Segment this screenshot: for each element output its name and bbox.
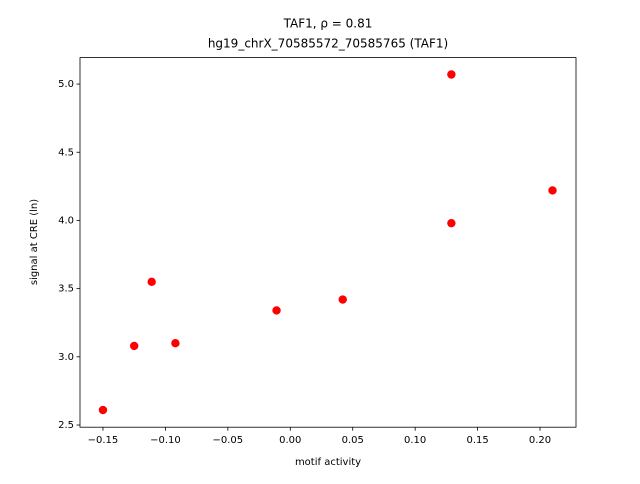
x-tick-label: 0.15 bbox=[466, 435, 488, 446]
y-tick-label: 2.5 bbox=[58, 420, 74, 431]
point bbox=[447, 70, 456, 79]
y-tick-label: 4.0 bbox=[58, 215, 74, 226]
y-axis-label: signal at CRE (ln) bbox=[29, 199, 40, 285]
chart-subtitle: hg19_chrX_70585572_70585765 (TAF1) bbox=[208, 37, 448, 51]
x-tick-label: 0.10 bbox=[404, 435, 426, 446]
y-tick-label: 5.0 bbox=[58, 79, 74, 90]
point bbox=[447, 218, 456, 228]
point bbox=[338, 295, 347, 304]
x-tick-label: 0.20 bbox=[529, 435, 551, 446]
point bbox=[98, 405, 108, 415]
x-tick-label: 0.05 bbox=[342, 435, 364, 446]
chart-title: TAF1, ρ = 0.81 bbox=[283, 17, 373, 31]
y-tick-label: 4.5 bbox=[58, 147, 74, 158]
x-tick-label: −0.10 bbox=[150, 435, 181, 446]
plot-frame bbox=[79, 57, 577, 428]
x-tick-label: −0.05 bbox=[213, 435, 244, 446]
point bbox=[147, 277, 156, 287]
point bbox=[548, 186, 557, 195]
y-tick-label: 3.0 bbox=[58, 352, 74, 363]
y-tick-label: 3.5 bbox=[58, 284, 74, 295]
point bbox=[272, 306, 281, 315]
x-axis-label: motif activity bbox=[295, 457, 361, 468]
point bbox=[171, 338, 180, 348]
x-tick-label: −0.15 bbox=[88, 435, 119, 446]
x-tick-label: 0.00 bbox=[279, 435, 301, 446]
point bbox=[129, 341, 139, 351]
